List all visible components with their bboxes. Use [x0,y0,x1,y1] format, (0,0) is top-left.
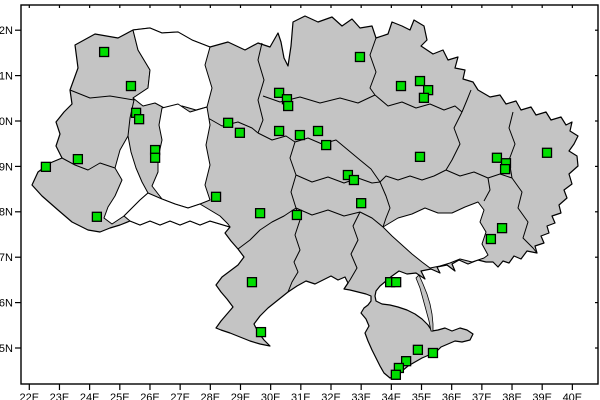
x-axis-tick-label: 27E [170,392,190,400]
station-marker [254,208,266,219]
station-marker [234,127,246,138]
oblast-border-line [237,207,297,250]
x-axis-tick-label: 37E [472,392,492,400]
station-marker [246,277,258,288]
y-axis-tick-label: 45N [0,343,13,355]
station-marker [98,46,110,58]
unfilled-oblast-zaporizhzhia [382,201,489,269]
oblast-border-line [69,89,135,101]
oblast-border-line [61,157,116,171]
x-axis-tick-label: 30E [261,392,281,400]
station-marker [541,147,553,158]
oblast-border-line [483,177,491,202]
y-axis-tick-label: 52N [0,25,13,37]
y-axis-tick-label: 46N [0,297,13,309]
station-marker [400,356,412,367]
station-marker [496,222,508,234]
station-marker [294,129,306,141]
station-marker [321,139,332,151]
oblast-border-line [127,99,135,137]
station-marker [125,80,137,92]
oblast-border-line [295,207,384,228]
station-marker [149,152,161,163]
station-marker [414,75,426,87]
station-marker [273,87,285,99]
x-axis-tick-label: 31E [291,392,311,400]
station-marker [222,117,234,128]
unfilled-oblast-chernivtsi [123,192,231,228]
x-axis-tick-label: 29E [231,392,251,400]
station-marker [418,92,430,103]
plot-frame [20,4,599,385]
x-axis-tick-label: 24E [80,392,100,400]
station-marker [390,369,402,380]
station-marker [499,163,511,175]
station-marker [40,161,52,173]
station-marker [255,326,267,338]
oblast-border-line [445,111,463,171]
x-axis-tick-label: 26E [140,392,160,400]
oblast-border-line [461,89,472,113]
oblast-border-line [287,207,301,293]
x-axis-tick-label: 33E [351,392,371,400]
oblast-border-line [294,137,391,228]
y-axis-tick-label: 49N [0,161,13,173]
station-marker [91,211,103,222]
x-axis-tick-label: 35E [412,392,432,400]
x-axis-tick-label: 22E [20,392,40,400]
oblast-border-line [369,37,377,96]
x-axis-tick-label: 32E [321,392,341,400]
station-marker [491,152,503,163]
station-marker [391,277,402,288]
station-marker [72,153,84,165]
oblast-border-line [257,132,296,143]
oblast-border-line [511,177,538,254]
station-marker [348,174,360,186]
station-marker [354,51,366,63]
x-axis-tick-label: 36E [442,392,462,400]
station-marker [427,347,439,359]
oblast-border-line [207,117,259,134]
station-marker [412,344,424,355]
oblast-border-line [295,174,381,184]
oblast-border-line [262,94,376,104]
oblast-border-line [374,94,463,113]
station-marker [414,151,426,163]
station-marker [395,80,407,92]
x-axis-tick-label: 28E [201,392,221,400]
station-marker [133,114,145,125]
unfilled-oblast-khmelnytskyi [151,103,211,209]
x-axis-tick-label: 25E [110,392,130,400]
x-axis-tick-label: 23E [50,392,70,400]
station-marker [291,209,303,221]
unfilled-oblast-ivano-frankivsk [103,135,149,225]
station-marker [210,191,222,202]
y-axis-tick-label: 51N [0,70,13,82]
x-axis-tick-label: 38E [502,392,522,400]
y-axis-tick-label: 47N [0,252,13,264]
oblast-border-line [379,169,447,183]
oblast-border-line [445,169,513,179]
x-axis-tick-label: 40E [563,392,583,400]
y-axis-tick-label: 48N [0,207,13,219]
arabat-spit [415,274,434,332]
x-axis-tick-label: 34E [382,392,402,400]
station-marker [273,125,285,137]
oblast-border-line [343,211,361,290]
x-axis-tick-label: 39E [532,392,552,400]
station-marker [312,125,324,137]
station-marker [485,233,497,245]
oblast-border-line [257,42,265,134]
y-axis-tick-label: 50N [0,116,13,128]
station-marker [356,198,367,209]
station-marker [283,100,294,112]
